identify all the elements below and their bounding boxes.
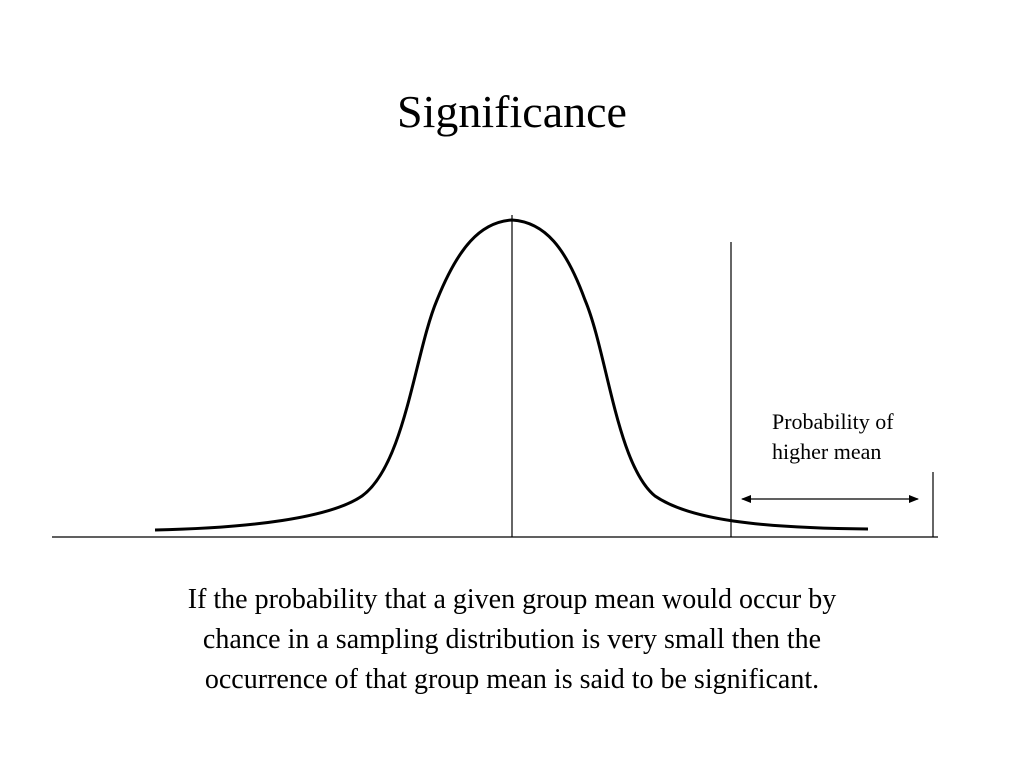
tail-probability-label: Probability of higher mean bbox=[772, 407, 952, 467]
caption-line-2: chance in a sampling distribution is ver… bbox=[202, 624, 822, 655]
tail-probability-label-line-1: Probability of bbox=[772, 409, 894, 434]
slide-caption: If the probability that a given group me… bbox=[62, 580, 962, 700]
caption-line-1: If the probability that a given group me… bbox=[187, 584, 837, 615]
slide-title: Significance bbox=[397, 86, 627, 137]
tail-probability-label-line-2: higher mean bbox=[772, 439, 882, 464]
caption-line-3: occurrence of that group mean is said to… bbox=[204, 664, 820, 695]
